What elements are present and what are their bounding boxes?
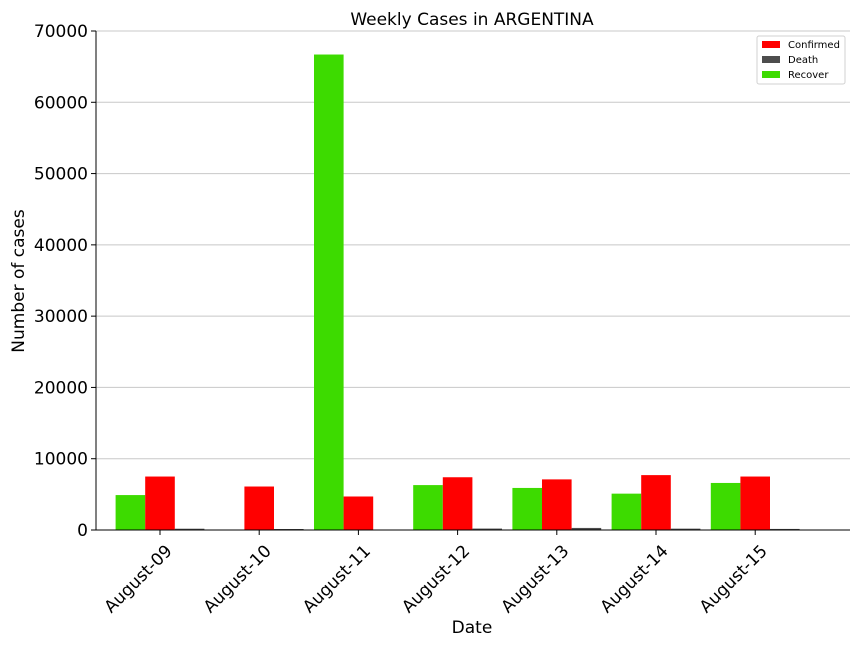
y-tick-label: 20000 [34,378,88,398]
bar-confirmed [641,475,671,530]
legend-label-confirmed: Confirmed [788,40,840,51]
x-tick-label: August-14 [597,541,673,617]
bar-confirmed [343,496,374,530]
chart-title: Weekly Cases in ARGENTINA [350,10,594,30]
y-tick-label: 50000 [34,165,88,185]
x-tick-labels: August-09 August-10 August-11 August-12 Augu… [101,530,772,617]
bar-recover [512,487,542,530]
x-axis-label: Date [452,618,493,638]
x-tick-label: August-15 [696,541,772,617]
bar-recover [314,54,344,530]
bar-confirmed [542,479,572,530]
bar-confirmed [740,476,770,530]
y-axis-label: Number of cases [9,209,29,353]
x-tick-label: August-13 [497,541,573,617]
bar-confirmed [442,477,473,530]
x-tick-label: August-09 [101,541,177,617]
y-tick-label: 70000 [34,22,88,42]
legend-swatch-confirmed [762,41,780,48]
y-tick-label: 30000 [34,307,88,327]
x-tick-label: August-10 [200,541,276,617]
bar-death [174,528,205,530]
bar-death [571,527,602,530]
legend-label-recover: Recover [788,70,829,81]
y-tick-label: 10000 [34,450,88,470]
legend: Confirmed Death Recover [756,35,846,85]
bar-recover [710,482,741,530]
bar-recover [115,495,146,530]
legend-swatch-recover [762,71,780,78]
y-tick-label: 0 [77,521,88,541]
bar-death [770,528,800,530]
legend-label-death: Death [788,55,818,66]
y-tick-label: 40000 [34,236,88,256]
bar-confirmed [244,486,274,530]
x-tick-label: August-12 [398,541,474,617]
bar-death [670,528,701,530]
y-tick-label: 60000 [34,93,88,113]
bar-death [472,528,502,530]
bar-recover [413,485,443,530]
gridlines [96,30,850,460]
axes [95,31,850,531]
y-tick-labels: 0 10000 20000 30000 40000 50000 60000 70000 [34,22,96,541]
x-tick-label: August-11 [299,541,375,617]
bar-confirmed [145,476,175,530]
legend-swatch-death [762,56,780,63]
bar-recover [611,493,642,530]
